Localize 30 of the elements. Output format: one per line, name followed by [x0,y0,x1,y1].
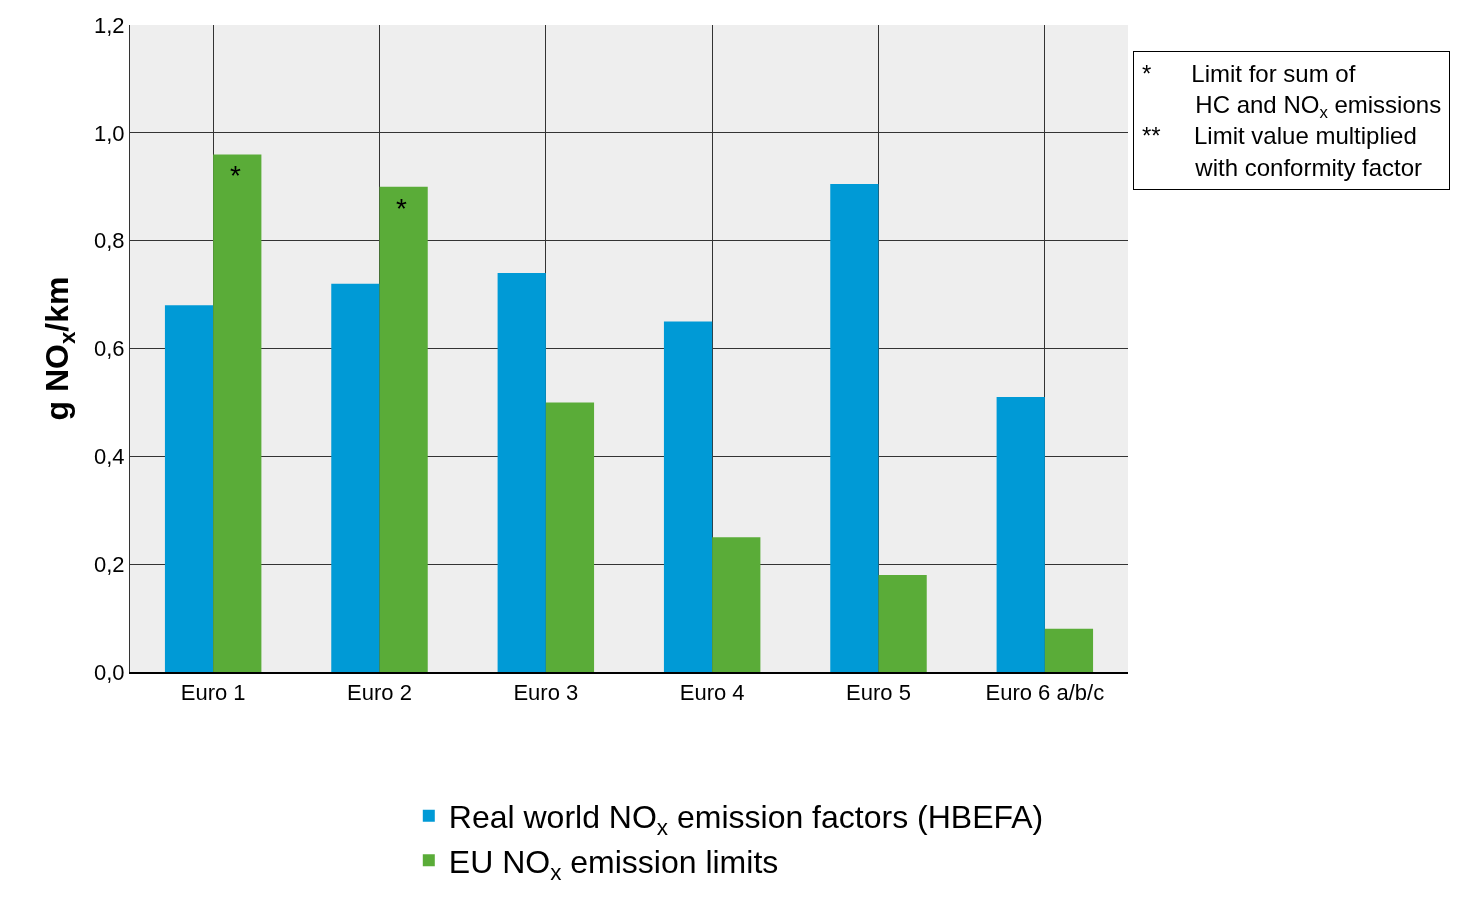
y-tick-label: 0,0 [94,659,125,685]
bar [331,283,380,672]
bar [164,305,214,672]
annotation: * [230,160,241,191]
x-tick-label: Euro 5 [846,680,911,706]
x-tick-label: Euro 6 a/b/c [985,680,1105,706]
y-tick-label: 0,2 [94,551,125,577]
bar [545,402,595,672]
bar [497,273,546,672]
bar [213,154,262,672]
x-tick-label: Euro 4 [679,680,745,706]
legend-label: Real world NO$_{x}$ emission factors (HBEFA) [448,799,1044,840]
bar [830,184,879,672]
bar [663,321,713,672]
x-tick-label: Euro 2 [347,680,412,706]
bar [878,574,927,672]
annotation: * [396,193,407,224]
bar [379,186,428,672]
bar [1044,628,1094,672]
bar [712,537,761,672]
y-tick-label: 1,0 [94,120,125,146]
y-tick-label: 0,8 [94,228,125,254]
bar [996,397,1045,672]
y-tick-label: 0,6 [94,336,125,362]
x-tick-label: Euro 3 [513,680,579,706]
y-tick-label: 0,4 [94,444,125,470]
legend-label: EU NO$_{x}$ emission limits [448,843,779,885]
text: * Limit for sum of HC and NO$_{x}$ emissions ** Limit value multiplied with conformity factor [1142,60,1442,181]
x-tick-label: Euro 1 [180,680,246,706]
y-tick-label: 1,2 [94,12,125,38]
